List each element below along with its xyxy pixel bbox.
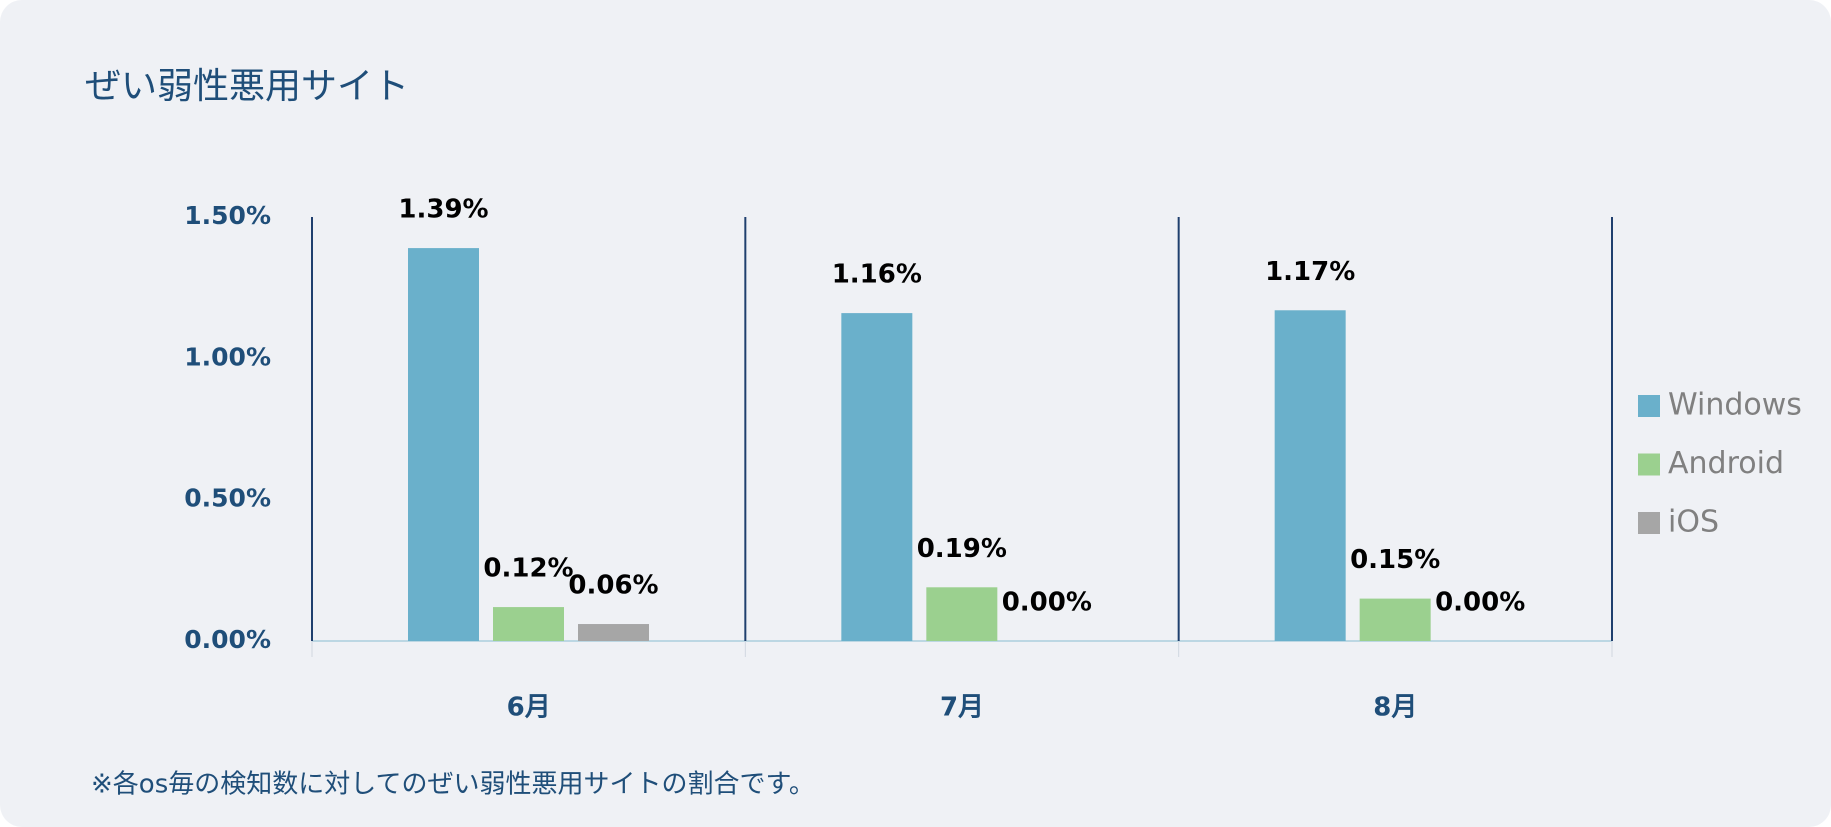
- y-tick-label: 0.50%: [184, 484, 271, 513]
- legend-swatch: [1638, 395, 1660, 417]
- bar: [926, 587, 998, 641]
- x-tick-label: 6月: [507, 693, 551, 723]
- value-label: 0.19%: [917, 534, 1007, 564]
- y-tick-label: 1.50%: [184, 201, 271, 230]
- bar: [1274, 310, 1346, 641]
- x-tick-label: 7月: [940, 693, 984, 723]
- legend-label: iOS: [1668, 505, 1719, 540]
- x-tick-label: 8月: [1373, 693, 1417, 723]
- footnote: ※各os毎の検知数に対してのぜい弱性悪用サイトの割合です。: [91, 770, 815, 800]
- chart-title: ぜい弱性悪用サイト: [85, 66, 409, 107]
- y-tick-label: 0.00%: [184, 625, 271, 654]
- value-label: 0.12%: [483, 554, 573, 584]
- value-label: 1.16%: [832, 260, 922, 290]
- legend-swatch: [1638, 512, 1660, 534]
- bar: [408, 248, 479, 642]
- value-label: 0.15%: [1350, 545, 1440, 575]
- value-label: 1.39%: [398, 195, 488, 225]
- legend-label: Windows: [1668, 388, 1802, 423]
- legend-swatch: [1638, 453, 1660, 476]
- bar: [841, 313, 913, 641]
- legend-label: Android: [1668, 446, 1784, 481]
- value-label: 1.17%: [1265, 257, 1355, 287]
- bar: [578, 624, 649, 641]
- value-label: 0.06%: [568, 571, 658, 601]
- value-label: 0.00%: [1002, 588, 1092, 618]
- bar: [1359, 598, 1431, 641]
- y-tick-label: 1.00%: [184, 342, 271, 371]
- value-label: 0.00%: [1435, 588, 1525, 618]
- bar: [493, 607, 564, 641]
